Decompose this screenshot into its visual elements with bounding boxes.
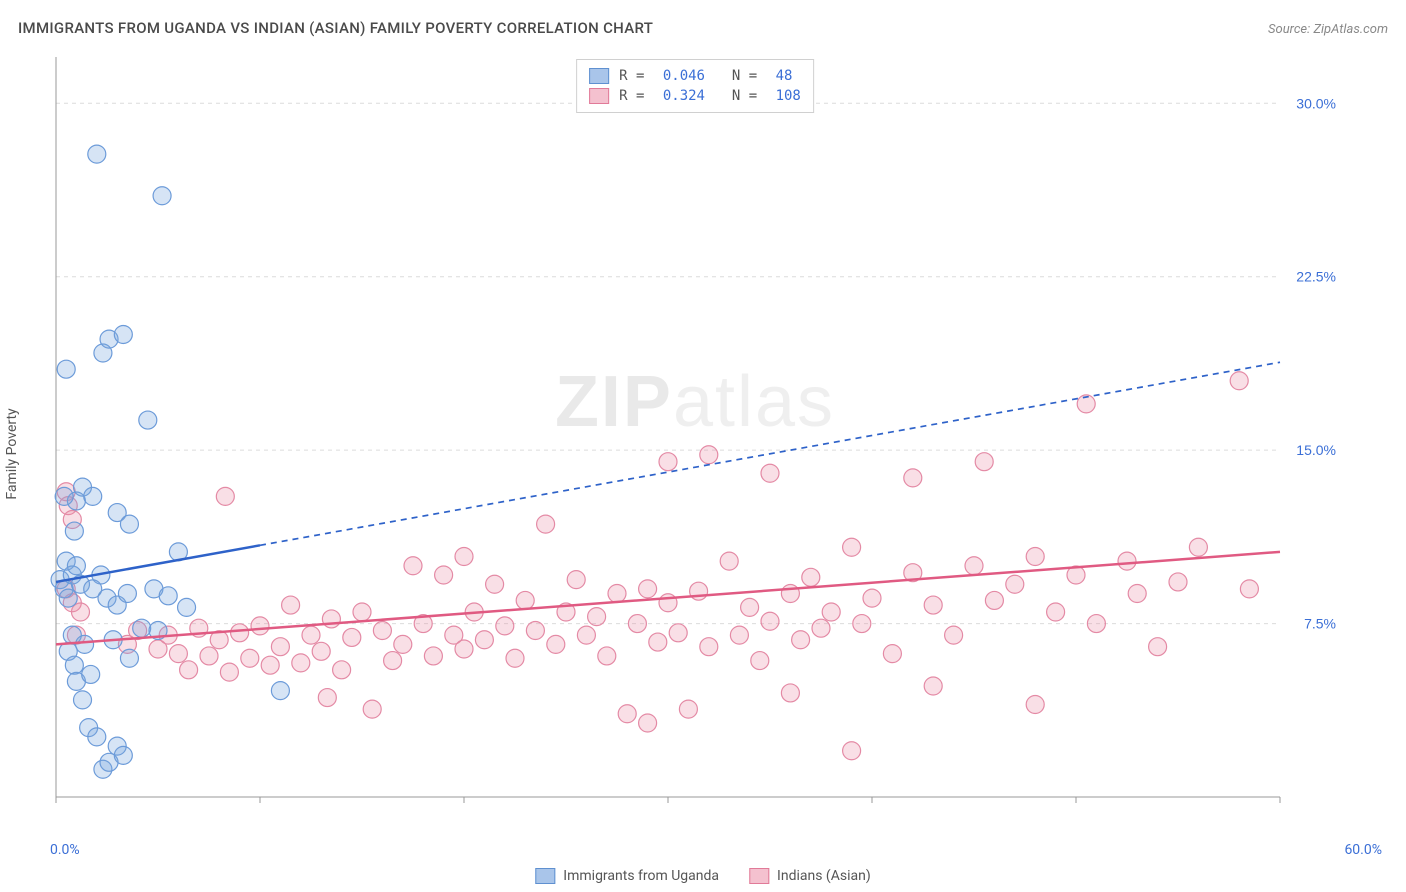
svg-text:22.5%: 22.5% [1296, 269, 1336, 285]
r-label: R = [619, 68, 653, 84]
x-axis-min-label: 0.0% [50, 842, 80, 858]
y-axis-label: Family Poverty [4, 408, 20, 499]
legend-label-uganda: Immigrants from Uganda [563, 868, 719, 884]
swatch-uganda-icon [535, 868, 555, 884]
x-axis-max-label: 60.0% [1344, 842, 1382, 858]
legend-label-indian: Indians (Asian) [777, 868, 871, 884]
svg-text:15.0%: 15.0% [1296, 442, 1336, 458]
legend-row-indian: R = 0.324 N = 108 [589, 86, 801, 106]
n-label: N = [715, 88, 766, 104]
source-name: ZipAtlas.com [1313, 22, 1388, 37]
n-value-indian: 108 [776, 88, 801, 104]
svg-text:30.0%: 30.0% [1296, 95, 1336, 111]
r-label: R = [619, 88, 653, 104]
source: Source: ZipAtlas.com [1268, 18, 1388, 37]
n-value-uganda: 48 [776, 68, 793, 84]
legend-item-uganda: Immigrants from Uganda [535, 868, 719, 884]
swatch-uganda-icon [589, 68, 609, 84]
r-value-indian: 0.324 [663, 88, 705, 104]
chart-title: IMMIGRANTS FROM UGANDA VS INDIAN (ASIAN)… [18, 19, 653, 37]
correlation-legend: R = 0.046 N = 48 R = 0.324 N = 108 [576, 59, 814, 113]
legend-row-uganda: R = 0.046 N = 48 [589, 66, 801, 86]
series-legend: Immigrants from Uganda Indians (Asian) [535, 868, 870, 884]
r-value-uganda: 0.046 [663, 68, 705, 84]
source-label: Source: [1268, 22, 1313, 37]
scatter-chart: 7.5% 15.0% 22.5% 30.0% [50, 55, 1340, 825]
swatch-indian-icon [589, 88, 609, 104]
legend-item-indian: Indians (Asian) [749, 868, 871, 884]
n-label: N = [715, 68, 766, 84]
plot-area: 7.5%15.0%22.5%30.0% ZIPatlas R = 0.046 N… [50, 55, 1340, 825]
svg-text:7.5%: 7.5% [1304, 616, 1336, 632]
swatch-indian-icon [749, 868, 769, 884]
